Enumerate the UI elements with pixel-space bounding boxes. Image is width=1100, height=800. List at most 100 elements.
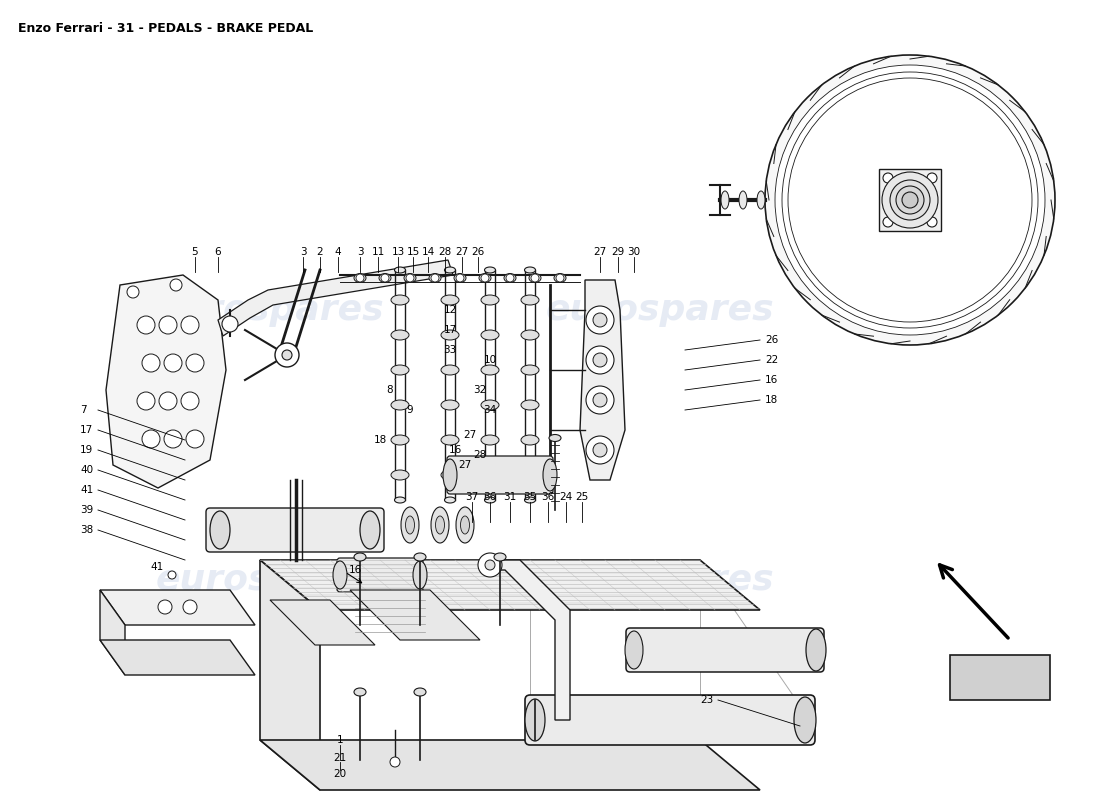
Text: 11: 11	[372, 247, 385, 257]
Circle shape	[586, 306, 614, 334]
Text: 36: 36	[541, 492, 554, 502]
Ellipse shape	[521, 435, 539, 445]
Ellipse shape	[441, 295, 459, 305]
Text: eurospares: eurospares	[546, 293, 774, 327]
Ellipse shape	[431, 507, 449, 543]
Circle shape	[390, 757, 400, 767]
Text: 41: 41	[151, 562, 164, 572]
Ellipse shape	[390, 295, 409, 305]
Ellipse shape	[543, 459, 557, 491]
Text: Enzo Ferrari - 31 - PEDALS - BRAKE PEDAL: Enzo Ferrari - 31 - PEDALS - BRAKE PEDAL	[18, 22, 314, 35]
Text: 5: 5	[191, 247, 198, 257]
Ellipse shape	[794, 697, 816, 743]
Ellipse shape	[478, 274, 491, 282]
Circle shape	[478, 553, 502, 577]
Circle shape	[902, 192, 918, 208]
Text: 27: 27	[455, 247, 469, 257]
Text: 17: 17	[80, 425, 94, 435]
Circle shape	[506, 274, 514, 282]
Circle shape	[883, 217, 893, 227]
Text: 12: 12	[443, 305, 456, 315]
Circle shape	[788, 78, 1032, 322]
Circle shape	[927, 217, 937, 227]
Text: 7: 7	[80, 405, 87, 415]
FancyBboxPatch shape	[337, 558, 424, 592]
Ellipse shape	[720, 191, 729, 209]
Circle shape	[182, 316, 199, 334]
Polygon shape	[106, 275, 226, 488]
Text: 31: 31	[504, 492, 517, 502]
Ellipse shape	[406, 516, 415, 534]
Ellipse shape	[404, 274, 416, 282]
Ellipse shape	[402, 507, 419, 543]
Text: 30: 30	[627, 247, 640, 257]
Ellipse shape	[494, 553, 506, 561]
Circle shape	[782, 72, 1038, 328]
Ellipse shape	[481, 330, 499, 340]
Polygon shape	[490, 560, 570, 720]
Polygon shape	[100, 640, 255, 675]
Circle shape	[138, 392, 155, 410]
Ellipse shape	[414, 553, 426, 561]
Text: 41: 41	[80, 485, 94, 495]
Circle shape	[593, 443, 607, 457]
Text: 17: 17	[443, 325, 456, 335]
Ellipse shape	[525, 267, 536, 273]
Circle shape	[485, 560, 495, 570]
Ellipse shape	[525, 497, 536, 503]
Ellipse shape	[429, 274, 441, 282]
Ellipse shape	[806, 629, 826, 671]
Circle shape	[593, 353, 607, 367]
Circle shape	[456, 274, 464, 282]
FancyBboxPatch shape	[206, 508, 384, 552]
Circle shape	[275, 343, 299, 367]
Ellipse shape	[481, 435, 499, 445]
Ellipse shape	[210, 511, 230, 549]
Circle shape	[764, 55, 1055, 345]
Circle shape	[138, 316, 155, 334]
Text: 38: 38	[80, 525, 94, 535]
Circle shape	[776, 65, 1045, 335]
Text: 21: 21	[333, 753, 346, 763]
Ellipse shape	[481, 295, 499, 305]
Circle shape	[222, 316, 238, 332]
Text: 15: 15	[406, 247, 419, 257]
Ellipse shape	[441, 330, 459, 340]
Text: 37: 37	[465, 492, 478, 502]
Text: 33: 33	[443, 345, 456, 355]
Ellipse shape	[521, 365, 539, 375]
Ellipse shape	[484, 497, 495, 503]
Text: 16: 16	[449, 445, 462, 455]
Text: 27: 27	[459, 460, 472, 470]
Ellipse shape	[481, 365, 499, 375]
Ellipse shape	[521, 470, 539, 480]
Ellipse shape	[444, 267, 455, 273]
Ellipse shape	[354, 688, 366, 696]
Ellipse shape	[441, 470, 459, 480]
Ellipse shape	[354, 553, 366, 561]
Polygon shape	[270, 600, 375, 645]
FancyBboxPatch shape	[525, 695, 815, 745]
Ellipse shape	[525, 699, 544, 741]
Circle shape	[158, 600, 172, 614]
Ellipse shape	[549, 434, 561, 442]
Ellipse shape	[461, 516, 470, 534]
FancyBboxPatch shape	[626, 628, 824, 672]
Text: 2: 2	[317, 247, 323, 257]
Text: 16: 16	[349, 565, 362, 575]
Circle shape	[186, 430, 204, 448]
Circle shape	[381, 274, 389, 282]
Text: 28: 28	[473, 450, 486, 460]
Ellipse shape	[454, 274, 466, 282]
Ellipse shape	[625, 631, 644, 669]
Circle shape	[168, 571, 176, 579]
Text: 28: 28	[439, 247, 452, 257]
Text: 26: 26	[472, 247, 485, 257]
Ellipse shape	[395, 497, 406, 503]
Text: 19: 19	[80, 445, 94, 455]
Text: 39: 39	[80, 505, 94, 515]
Text: eurospares: eurospares	[546, 563, 774, 597]
Ellipse shape	[444, 497, 455, 503]
Ellipse shape	[395, 267, 406, 273]
Text: 4: 4	[334, 247, 341, 257]
